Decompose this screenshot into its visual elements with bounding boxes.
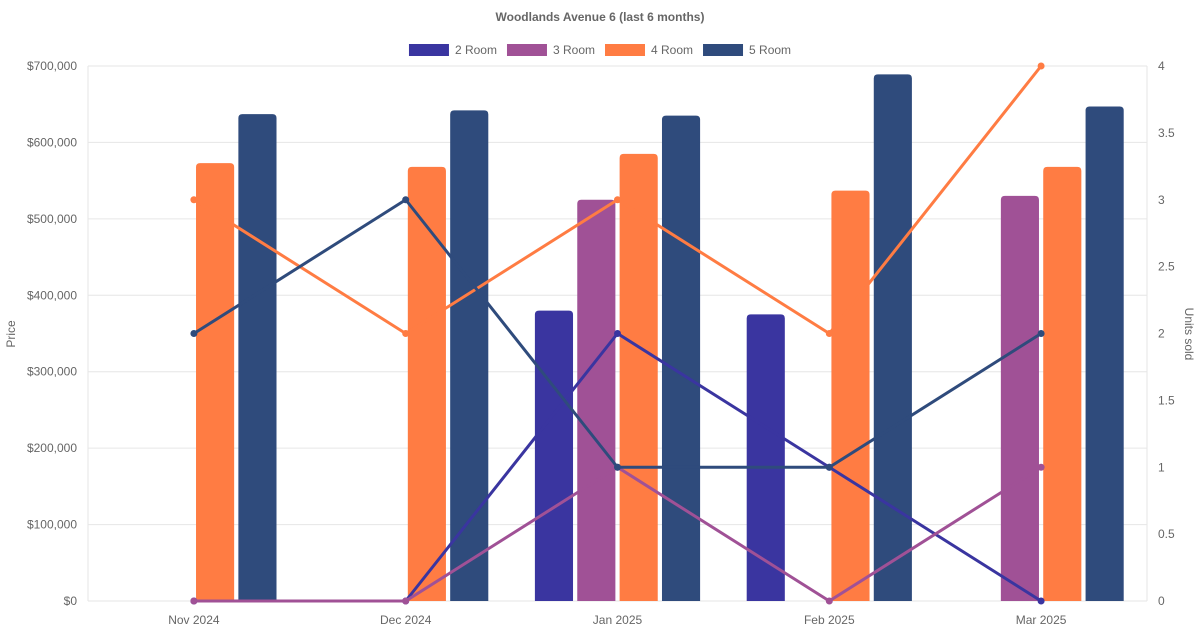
bar-2-room <box>534 310 574 601</box>
left-tick-label: $500,000 <box>27 212 77 226</box>
units-point-5-room <box>190 330 198 337</box>
legend-swatch-5-room <box>703 44 744 56</box>
bar-4-room <box>831 190 870 602</box>
bar-5-room <box>661 115 701 601</box>
bar-2-room <box>746 314 785 601</box>
left-tick-label: $200,000 <box>27 441 77 455</box>
bar-5-room <box>873 74 912 601</box>
right-axis-label: Units sold <box>1182 308 1196 361</box>
units-point-3-room <box>1037 463 1045 471</box>
units-point-5-room <box>614 463 621 471</box>
units-point-3-room <box>825 597 833 605</box>
bar-4-room <box>1043 166 1082 601</box>
x-axis-ticks: Nov 2024 Dec 2024 Jan 2025 Feb 2025 Mar 2025 <box>168 613 1067 627</box>
right-tick-label: 1 <box>1158 460 1165 474</box>
units-point-3-room <box>190 597 198 605</box>
bar-3-room <box>1000 195 1039 601</box>
legend-swatch-4-room <box>605 44 645 56</box>
right-tick-label: 4 <box>1158 59 1165 73</box>
legend-label-2-room: 2 Room <box>455 43 497 57</box>
bar-4-room <box>196 163 235 602</box>
right-tick-label: 0.5 <box>1158 527 1175 541</box>
left-axis-ticks: $0 $100,000 $200,000 $300,000 $400,000 $500,0… <box>27 59 77 608</box>
bar-5-room <box>1085 106 1124 601</box>
legend-label-4-room: 4 Room <box>651 43 693 57</box>
legend-swatch-2-room <box>408 44 449 56</box>
units-point-4-room <box>402 330 410 337</box>
bars <box>196 74 1124 602</box>
units-point-4-room <box>1037 62 1045 70</box>
units-point-2-room <box>614 330 621 337</box>
left-tick-label: $300,000 <box>27 365 77 379</box>
left-axis-label: Price <box>4 320 18 348</box>
right-tick-label: 3.5 <box>1158 126 1175 140</box>
legend-swatch-3-room <box>506 44 547 56</box>
right-axis-ticks: 0 0.5 1 1.5 2 2.5 3 3.5 4 <box>1158 59 1175 608</box>
right-tick-label: 3 <box>1158 193 1165 207</box>
units-point-2-room <box>1037 597 1045 605</box>
x-tick-label: Dec 2024 <box>380 613 432 627</box>
units-point-3-room <box>402 597 410 605</box>
right-tick-label: 0 <box>1158 594 1165 608</box>
x-tick-label: Mar 2025 <box>1016 613 1067 627</box>
legend-label-3-room: 3 Room <box>553 43 595 57</box>
bar-4-room <box>407 166 446 601</box>
left-tick-label: $100,000 <box>27 518 77 532</box>
units-line-3-room <box>193 465 1042 603</box>
units-point-4-room <box>825 330 833 337</box>
legend-label-5-room: 5 Room <box>749 43 791 57</box>
x-tick-label: Nov 2024 <box>168 613 220 627</box>
bar-4-room <box>619 153 658 601</box>
bar-5-room <box>450 110 489 601</box>
units-point-4-room <box>614 196 621 204</box>
left-tick-label: $400,000 <box>27 288 77 302</box>
chart-title: Woodlands Avenue 6 (last 6 months) <box>496 10 705 24</box>
right-tick-label: 2.5 <box>1158 260 1175 274</box>
right-tick-label: 1.5 <box>1158 393 1175 407</box>
bar-3-room <box>577 199 616 601</box>
bar-5-room <box>238 114 277 602</box>
left-tick-label: $0 <box>64 594 78 608</box>
legend: 2 Room 3 Room 4 Room 5 Room <box>408 43 791 57</box>
units-point-5-room <box>825 463 833 471</box>
left-tick-label: $600,000 <box>27 135 77 149</box>
units-point-4-room <box>190 196 198 204</box>
x-tick-label: Feb 2025 <box>804 613 855 627</box>
units-point-5-room <box>402 196 410 204</box>
x-tick-label: Jan 2025 <box>593 613 643 627</box>
units-point-5-room <box>1037 330 1045 337</box>
unit-lines <box>190 62 1045 605</box>
left-tick-label: $700,000 <box>27 59 77 73</box>
right-tick-label: 2 <box>1158 327 1165 341</box>
